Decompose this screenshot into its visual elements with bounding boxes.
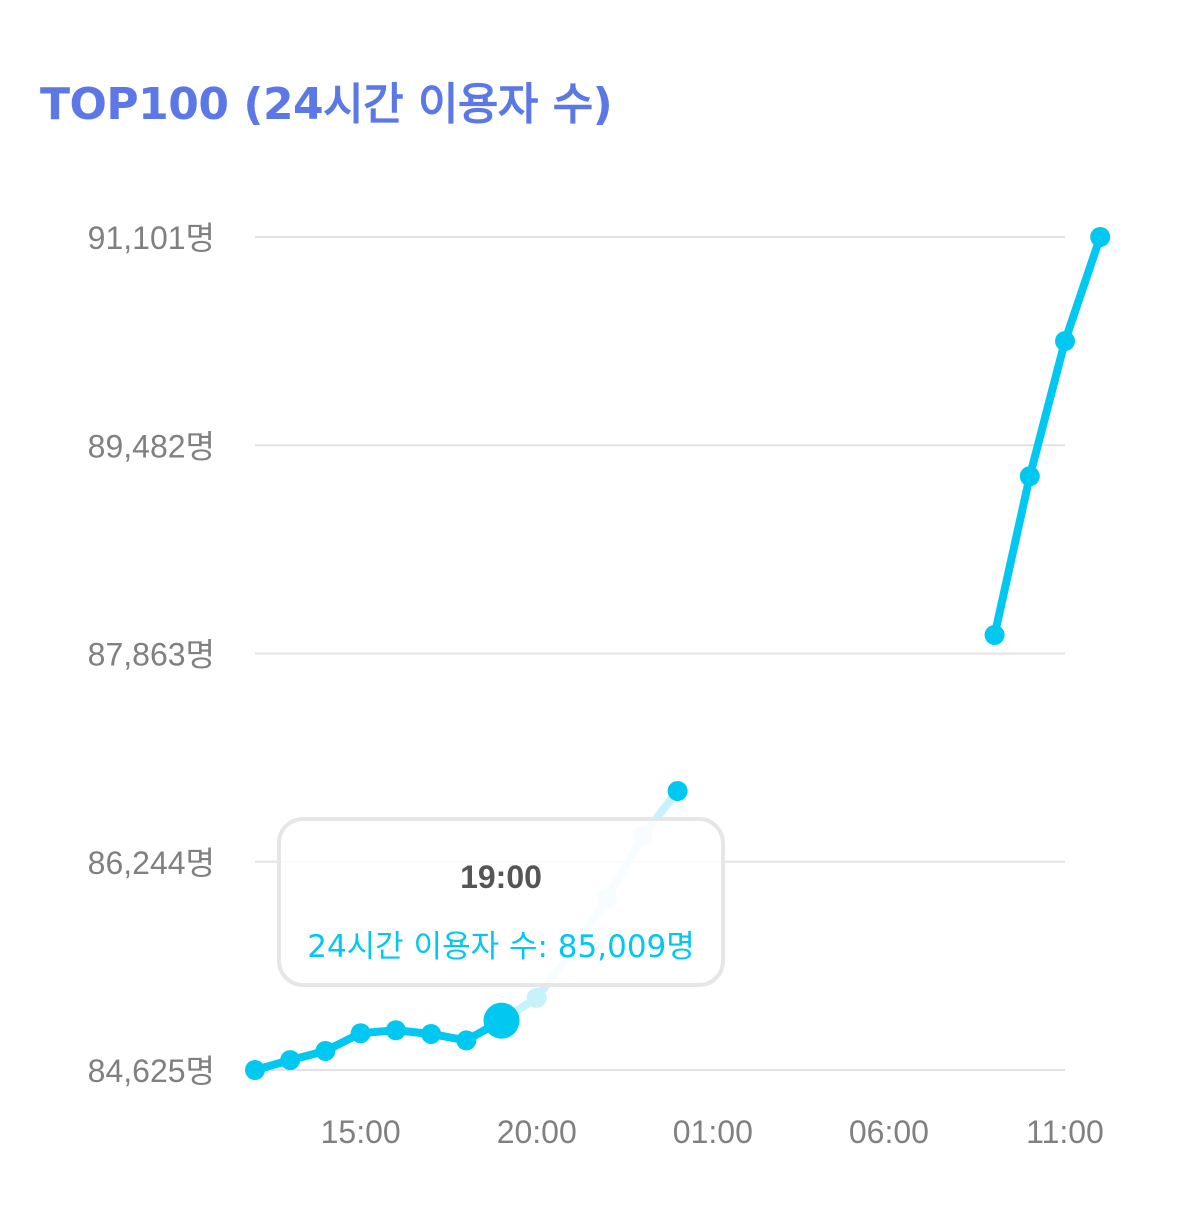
- x-tick-label: 15:00: [321, 1114, 401, 1150]
- y-tick-label: 84,625명: [88, 1053, 215, 1089]
- y-axis: 84,625명 86,244명 87,863명 89,482명 91,101명: [88, 220, 215, 1089]
- data-point[interactable]: [280, 1050, 301, 1071]
- data-point[interactable]: [456, 1030, 477, 1051]
- series-segment: [1061, 233, 1105, 346]
- y-tick-label: 89,482명: [88, 428, 215, 464]
- data-point[interactable]: [315, 1040, 336, 1061]
- data-point[interactable]: [385, 1020, 406, 1041]
- x-axis: 15:00 20:00 01:00 06:00 11:00: [321, 1114, 1104, 1150]
- series-segment: [1025, 337, 1069, 481]
- data-point[interactable]: [245, 1060, 265, 1080]
- x-tick-label: 11:00: [1026, 1114, 1104, 1150]
- y-tick-label: 91,101명: [88, 220, 215, 256]
- data-point[interactable]: [1055, 331, 1075, 352]
- x-tick-label: 06:00: [849, 1114, 929, 1150]
- y-tick-label: 86,244명: [88, 845, 215, 881]
- tooltip-value: 24시간 이용자 수: 85,009명: [307, 929, 695, 965]
- x-tick-label: 01:00: [673, 1114, 753, 1150]
- data-point[interactable]: [667, 781, 688, 802]
- data-point[interactable]: [350, 1023, 371, 1044]
- chart-title: TOP100 (24시간 이용자 수): [40, 79, 613, 130]
- tooltip-time: 19:00: [460, 859, 542, 895]
- x-tick-label: 20:00: [497, 1114, 577, 1150]
- y-tick-label: 87,863명: [88, 637, 215, 673]
- data-point[interactable]: [1019, 466, 1040, 487]
- data-point[interactable]: [984, 624, 1005, 645]
- data-point[interactable]: [526, 987, 547, 1008]
- chart-tooltip: 19:00 24시간 이용자 수: 85,009명: [277, 817, 725, 987]
- data-point[interactable]: [421, 1023, 442, 1044]
- series-segment: [990, 472, 1034, 639]
- data-point-active[interactable]: [483, 1002, 520, 1039]
- data-point[interactable]: [1090, 227, 1111, 247]
